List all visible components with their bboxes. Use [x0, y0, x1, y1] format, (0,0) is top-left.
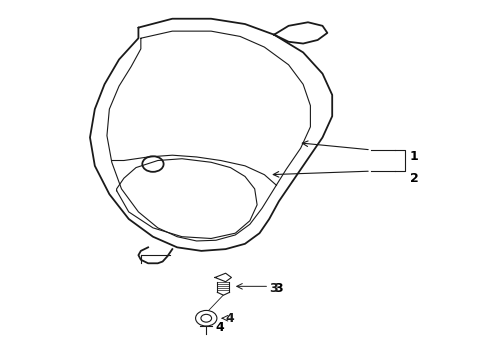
Text: 3: 3	[269, 282, 278, 294]
Text: 4: 4	[216, 321, 225, 334]
Text: 2: 2	[410, 172, 418, 185]
Text: 1: 1	[410, 150, 418, 163]
Text: 3: 3	[274, 282, 283, 294]
Text: 4: 4	[225, 312, 234, 325]
